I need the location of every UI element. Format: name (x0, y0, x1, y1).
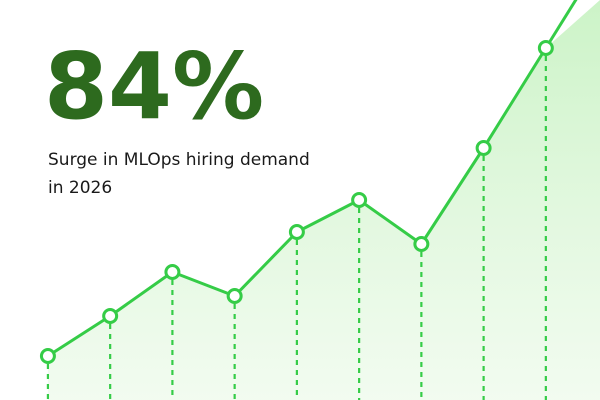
point (537, 40, 554, 56)
point (164, 264, 181, 280)
line-extension (544, 0, 578, 49)
description-line: in 2026 (48, 178, 112, 198)
point (351, 192, 368, 208)
point (413, 236, 430, 252)
headline: 84% (44, 33, 264, 140)
description-line: Surge in MLOps hiring demand (48, 150, 310, 170)
plot (39, 0, 600, 400)
point (102, 308, 119, 324)
point (226, 288, 243, 304)
area (47, 0, 600, 400)
point (288, 224, 305, 240)
point (475, 140, 492, 156)
point (39, 348, 56, 364)
